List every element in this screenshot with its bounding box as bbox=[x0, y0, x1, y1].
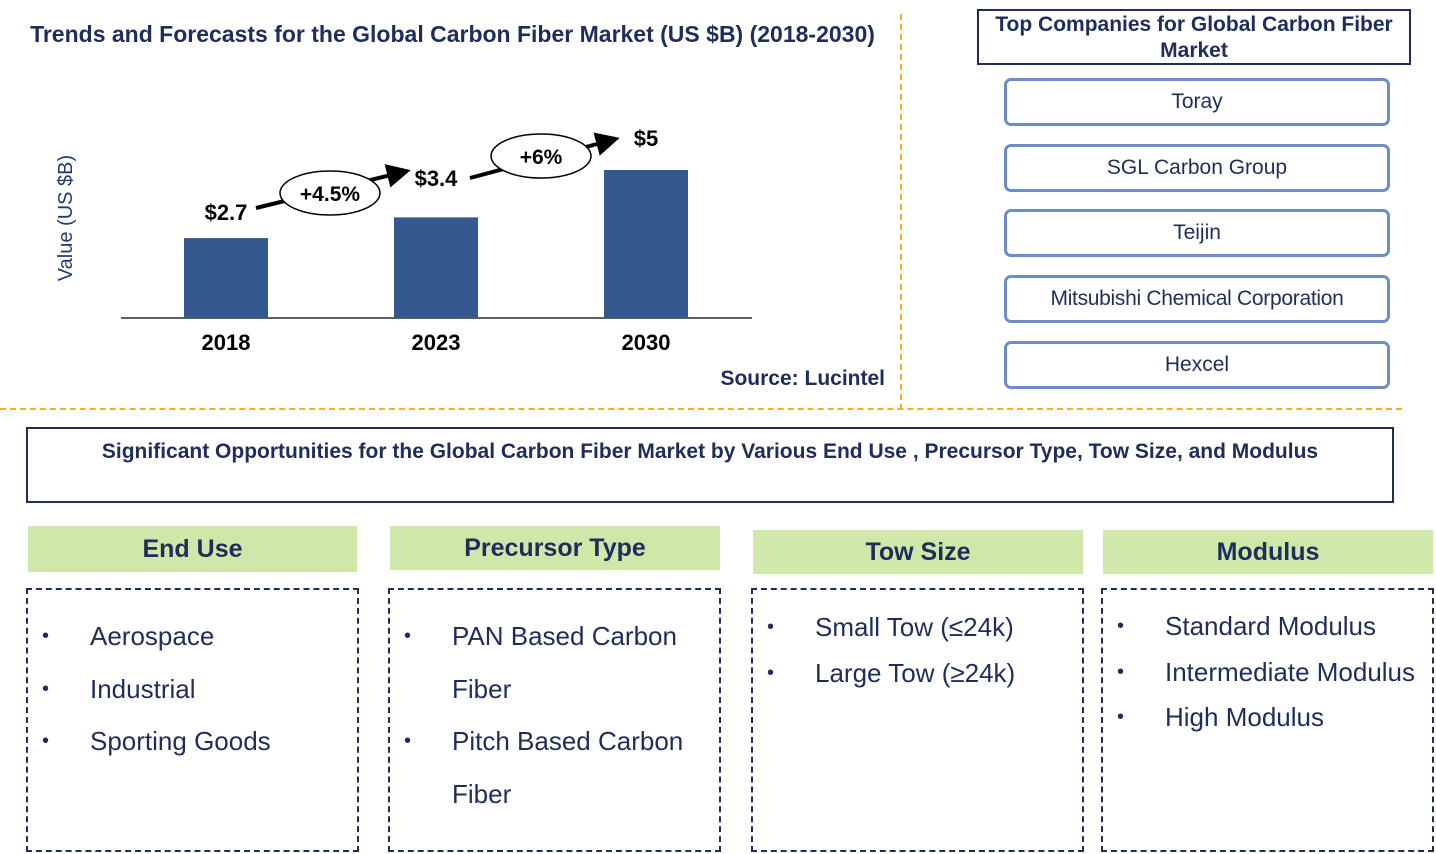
bar-chart: 2018 2023 2030 $2.7 $3.4 $5 +4.5% +6% bbox=[121, 126, 752, 355]
bullet-icon: • bbox=[404, 730, 412, 752]
growth-ellipse bbox=[279, 170, 381, 216]
segment-list: • Standard Modulus • Intermediate Modulus • H… bbox=[1103, 604, 1432, 741]
company-item: Hexcel bbox=[1004, 341, 1390, 389]
segment-item: • PAN Based Carbon Fiber bbox=[390, 610, 719, 715]
bullet-icon: • bbox=[1117, 660, 1125, 683]
company-item: SGL Carbon Group bbox=[1004, 144, 1390, 192]
segment-item: • Sporting Goods bbox=[28, 715, 357, 768]
x-tick-label: 2030 bbox=[622, 330, 671, 355]
growth-label: +6% bbox=[520, 146, 563, 169]
segment-heading: Tow Size bbox=[753, 530, 1083, 574]
bullet-icon: • bbox=[404, 625, 412, 647]
growth-label: +4.5% bbox=[300, 183, 360, 206]
segment-item: • Industrial bbox=[28, 663, 357, 716]
x-tick-label: 2023 bbox=[412, 330, 461, 355]
company-item: Toray bbox=[1004, 78, 1390, 126]
segment-item: • Standard Modulus bbox=[1103, 604, 1432, 650]
bullet-icon: • bbox=[767, 616, 775, 638]
segment-heading: End Use bbox=[28, 526, 357, 572]
bar-2030 bbox=[604, 170, 688, 318]
x-tick-label: 2018 bbox=[202, 330, 251, 355]
company-item: Teijin bbox=[1004, 209, 1390, 257]
bullet-icon: • bbox=[767, 662, 775, 684]
vertical-divider bbox=[900, 14, 902, 410]
value-label: $3.4 bbox=[415, 166, 459, 191]
segment-item: • Pitch Based Carbon Fiber bbox=[390, 715, 719, 820]
opportunities-title: Significant Opportunities for the Global… bbox=[26, 427, 1394, 503]
bullet-icon: • bbox=[42, 625, 50, 647]
segment-box: • Standard Modulus • Intermediate Modulus • H… bbox=[1101, 588, 1434, 852]
companies-title: Top Companies for Global Carbon Fiber Ma… bbox=[977, 9, 1411, 65]
segment-item: • Small Tow (≤24k) bbox=[753, 604, 1082, 650]
segment-box: • Aerospace • Industrial • Sporting Goods bbox=[26, 588, 359, 852]
segment-heading: Precursor Type bbox=[390, 526, 720, 570]
bullet-icon: • bbox=[42, 730, 50, 752]
bar-2018 bbox=[184, 238, 268, 318]
segment-box: • PAN Based Carbon Fiber • Pitch Based Carb… bbox=[388, 588, 721, 852]
segment-list: • Aerospace • Industrial • Sporting Goods bbox=[28, 610, 357, 768]
bullet-icon: • bbox=[1117, 615, 1125, 637]
value-label: $5 bbox=[634, 126, 658, 151]
segment-list: • Small Tow (≤24k) • Large Tow (≥24k) bbox=[753, 604, 1082, 696]
bar-2023 bbox=[394, 217, 478, 318]
chart-title: Trends and Forecasts for the Global Carb… bbox=[30, 21, 875, 47]
company-item: Mitsubishi Chemical Corporation bbox=[1004, 275, 1390, 323]
source-label: Source: Lucintel bbox=[720, 367, 885, 390]
segment-item: • High Modulus bbox=[1103, 695, 1432, 741]
growth-ellipse bbox=[490, 133, 592, 179]
bullet-icon: • bbox=[1117, 706, 1125, 728]
horizontal-divider bbox=[0, 408, 1402, 410]
segment-item: • Aerospace bbox=[28, 610, 357, 663]
segment-heading: Modulus bbox=[1103, 530, 1433, 574]
segment-item: • Intermediate Modulus bbox=[1103, 650, 1432, 696]
segment-list: • PAN Based Carbon Fiber • Pitch Based Carb… bbox=[390, 610, 719, 820]
segment-box: • Small Tow (≤24k) • Large Tow (≥24k) bbox=[751, 588, 1084, 852]
value-label: $2.7 bbox=[205, 200, 248, 225]
segment-item: • Large Tow (≥24k) bbox=[753, 650, 1082, 696]
bullet-icon: • bbox=[42, 677, 50, 700]
